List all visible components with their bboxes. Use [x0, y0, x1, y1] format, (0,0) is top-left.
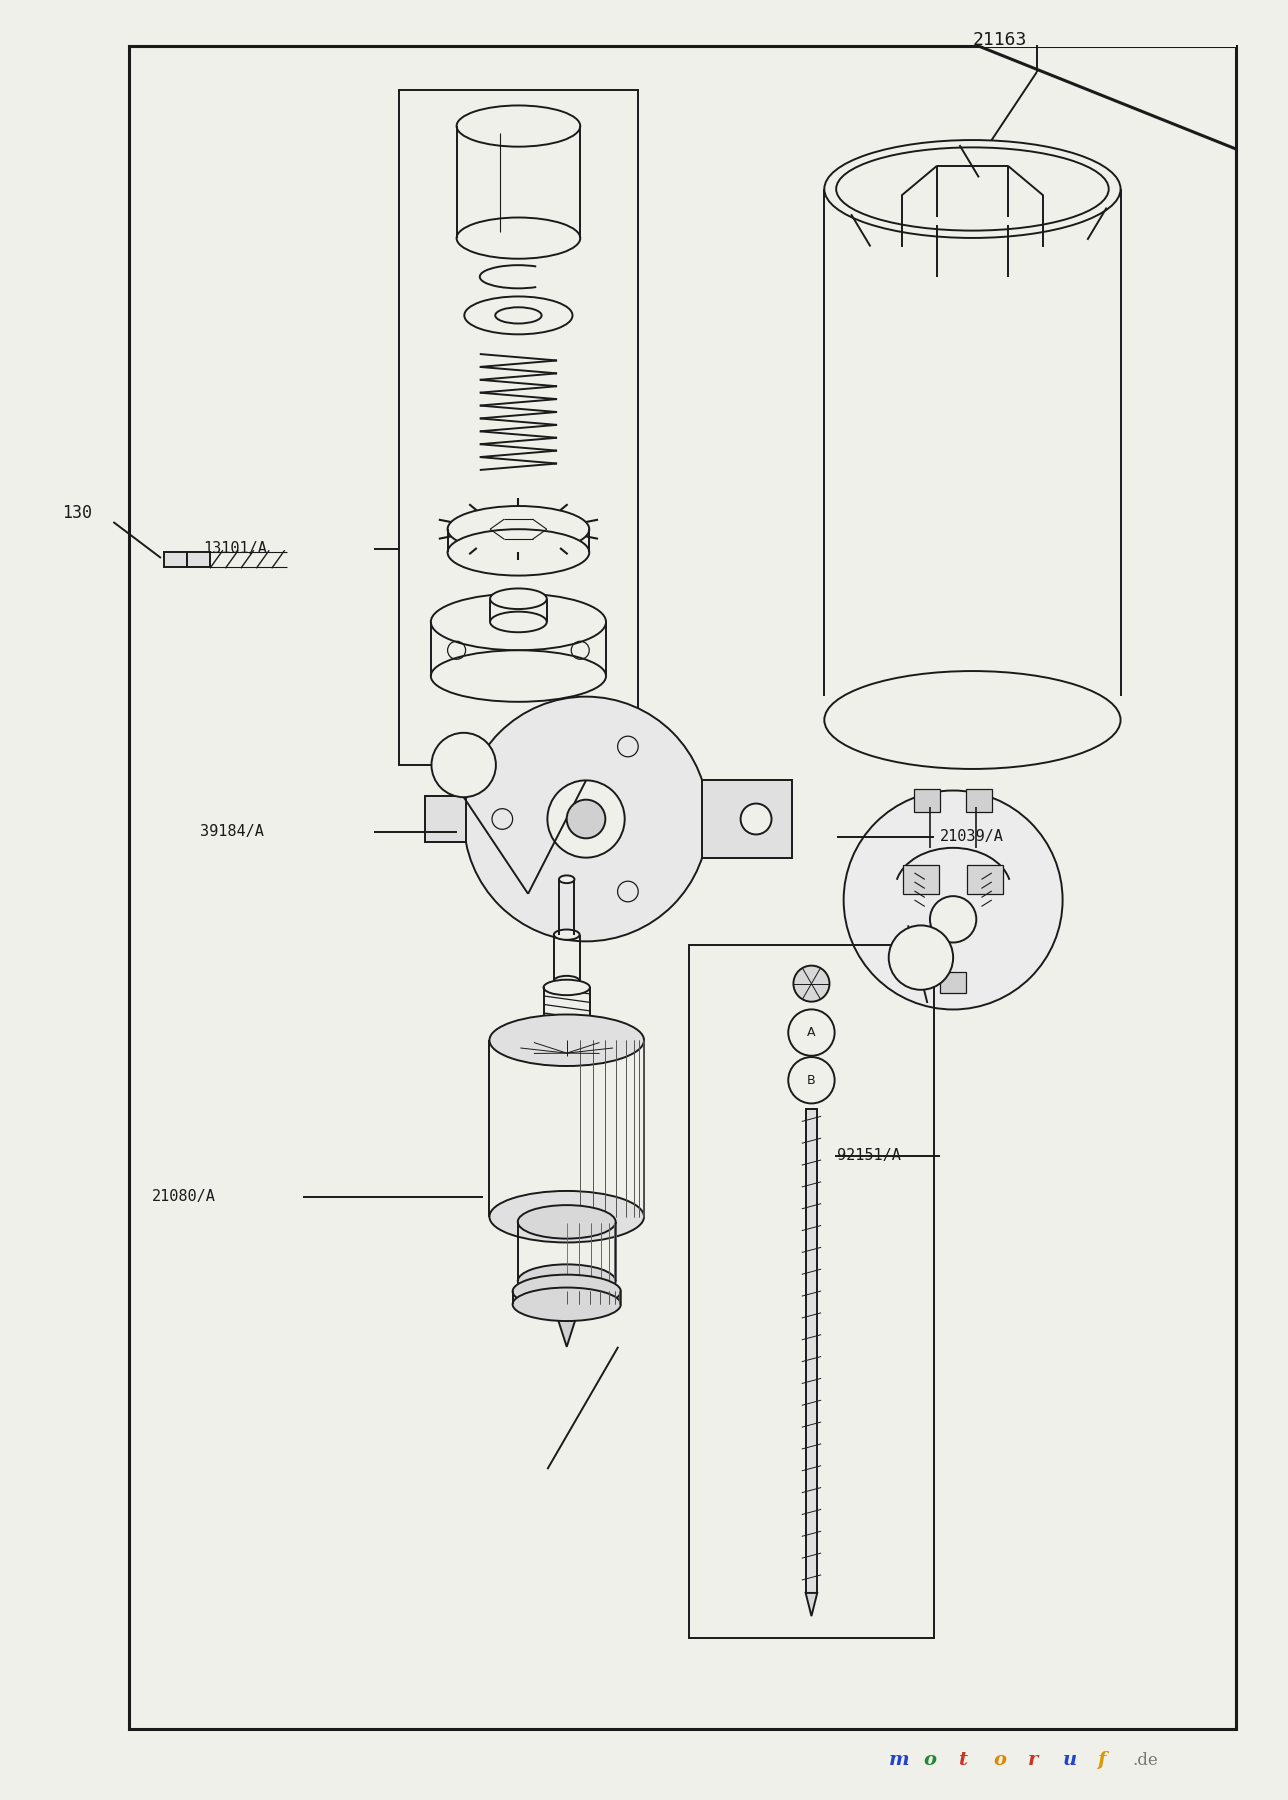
Ellipse shape	[518, 1206, 616, 1238]
Text: A: A	[459, 758, 469, 772]
Circle shape	[844, 790, 1063, 1010]
Ellipse shape	[554, 976, 580, 986]
Ellipse shape	[513, 1287, 621, 1321]
Ellipse shape	[824, 671, 1121, 769]
Text: B: B	[916, 950, 926, 965]
Circle shape	[567, 799, 605, 839]
Text: m: m	[889, 1751, 909, 1769]
Bar	[806, 1109, 818, 1593]
Bar	[164, 551, 187, 567]
Text: 21080/A: 21080/A	[152, 1190, 216, 1204]
Circle shape	[788, 1010, 835, 1057]
Text: r: r	[1028, 1751, 1038, 1769]
Ellipse shape	[456, 106, 580, 146]
Bar	[903, 866, 939, 893]
Ellipse shape	[447, 529, 589, 576]
Text: 39184/A: 39184/A	[200, 824, 264, 839]
Ellipse shape	[456, 218, 580, 259]
Bar	[187, 551, 210, 567]
Bar	[399, 90, 638, 765]
Text: B: B	[808, 1075, 815, 1087]
Text: f: f	[1097, 1751, 1106, 1769]
Polygon shape	[806, 1593, 817, 1616]
Text: .de: .de	[1132, 1751, 1158, 1769]
Bar	[689, 945, 934, 1638]
Ellipse shape	[447, 506, 589, 553]
Ellipse shape	[544, 979, 590, 995]
Ellipse shape	[554, 929, 580, 940]
Bar	[966, 788, 992, 812]
Text: t: t	[958, 1751, 967, 1769]
Ellipse shape	[544, 1022, 590, 1037]
Bar	[914, 788, 940, 812]
Circle shape	[889, 925, 953, 990]
Text: u: u	[1063, 1751, 1077, 1769]
Circle shape	[793, 965, 829, 1001]
Bar	[129, 47, 1236, 1730]
Ellipse shape	[559, 875, 574, 884]
Text: 92151/A: 92151/A	[837, 1148, 902, 1163]
Ellipse shape	[489, 1192, 644, 1242]
Ellipse shape	[489, 612, 546, 632]
Circle shape	[788, 1057, 835, 1103]
Circle shape	[547, 781, 625, 857]
Ellipse shape	[513, 1274, 621, 1309]
Circle shape	[464, 697, 708, 941]
Ellipse shape	[824, 140, 1121, 238]
Ellipse shape	[464, 297, 572, 335]
Bar	[967, 866, 1003, 893]
Ellipse shape	[489, 1015, 644, 1066]
Circle shape	[930, 896, 976, 943]
Ellipse shape	[518, 1264, 616, 1298]
Bar	[940, 972, 966, 994]
Text: o: o	[993, 1751, 1006, 1769]
Circle shape	[431, 733, 496, 797]
Bar	[425, 796, 466, 842]
Text: o: o	[923, 1751, 936, 1769]
Bar	[702, 781, 792, 857]
Bar	[979, 0, 1236, 47]
Ellipse shape	[489, 589, 546, 608]
Ellipse shape	[430, 650, 605, 702]
Text: 13101/A: 13101/A	[204, 542, 268, 556]
Text: 21163: 21163	[972, 31, 1027, 49]
Circle shape	[741, 803, 772, 835]
Text: 130: 130	[62, 504, 91, 522]
Polygon shape	[556, 1314, 577, 1346]
Text: 21039/A: 21039/A	[940, 830, 1005, 844]
Ellipse shape	[430, 594, 605, 650]
Text: A: A	[808, 1026, 815, 1039]
